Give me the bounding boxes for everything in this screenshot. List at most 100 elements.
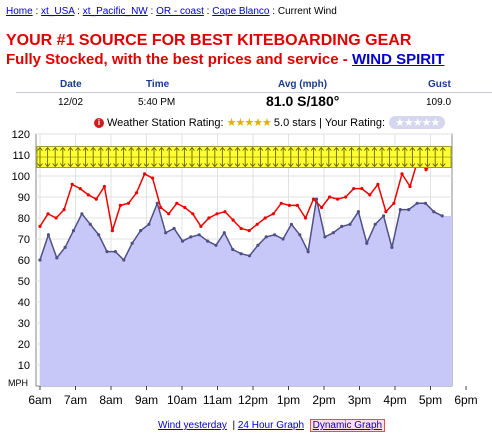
promo-subline: Fully Stocked, with the best prices and … — [6, 51, 444, 68]
average-point — [214, 243, 218, 247]
average-point — [239, 252, 243, 256]
gust-point — [376, 182, 380, 186]
gust-point — [175, 201, 179, 205]
average-point — [373, 222, 377, 226]
average-point — [139, 229, 143, 233]
average-point — [440, 214, 444, 218]
promo-headline[interactable]: YOUR #1 SOURCE FOR BEST KITEBOARDING GEA… — [6, 32, 412, 49]
y-unit-label: MPH — [8, 378, 28, 388]
average-point — [340, 224, 344, 228]
link-separator: | — [232, 420, 236, 431]
date-header: Date — [60, 79, 82, 90]
observation-gust: 109.0 — [426, 97, 452, 108]
x-tick-label: 6am — [28, 393, 51, 407]
gust-point — [336, 197, 340, 201]
average-point — [206, 239, 210, 243]
breadcrumb: Home : xt_USA : xt_Pacific_NW : OR - coa… — [6, 6, 337, 17]
hour-24-graph-link[interactable]: 24 Hour Graph — [237, 420, 305, 431]
average-point — [423, 201, 428, 205]
gust-point — [151, 176, 155, 180]
y-tick-label: 40 — [18, 297, 30, 309]
observation-date: 12/02 — [58, 97, 84, 108]
gust-point — [239, 226, 243, 231]
average-point — [113, 250, 117, 254]
graph-links: Wind yesterday | 24 Hour Graph Dynamic G… — [158, 419, 386, 432]
average-point — [155, 201, 159, 205]
gust-point — [191, 212, 195, 216]
gust-point — [134, 191, 139, 195]
gust-point — [46, 212, 50, 216]
x-tick-label: 6pm — [454, 393, 477, 407]
x-tick-label: 8am — [99, 393, 122, 407]
gust-point — [78, 187, 82, 191]
gust-point — [400, 172, 404, 176]
average-point — [323, 235, 327, 239]
gust-point — [94, 197, 98, 201]
gust-point — [303, 216, 308, 220]
gust-point — [271, 212, 275, 216]
average-point — [306, 250, 310, 254]
gust-point — [223, 210, 227, 214]
average-point — [256, 243, 260, 247]
direction-band — [36, 146, 452, 169]
gust-point — [360, 187, 364, 191]
current-observation-table: Date Time Avg (mph) Gust 12/02 5:40 PM 8… — [16, 76, 492, 114]
gust-point — [408, 184, 412, 189]
wind-spirit-link[interactable]: WIND SPIRIT — [351, 51, 445, 68]
gust-point — [352, 187, 356, 191]
gust-point — [424, 168, 428, 172]
gust-point — [38, 224, 42, 228]
average-point — [63, 245, 67, 249]
breadcrumb-pacific-nw-link[interactable]: xt_Pacific_NW — [82, 6, 148, 17]
x-tick-label: 5pm — [419, 393, 442, 407]
wind-graph: 10 20 30 40 50 60 70 80 90 100 110 120 6am 7am 8am 9am… — [8, 129, 478, 407]
breadcrumb-home-link[interactable]: Home — [6, 6, 33, 17]
station-stars-icon: ★★★★★ — [226, 117, 272, 129]
y-tick-label: 30 — [18, 318, 30, 330]
x-tick-label: 11am — [203, 393, 232, 407]
breadcrumb-or-coast-link[interactable]: OR - coast — [156, 6, 204, 17]
average-point — [105, 250, 109, 254]
average-point — [147, 222, 151, 226]
gust-point — [392, 201, 396, 205]
y-tick-label: 120 — [12, 129, 30, 141]
breadcrumb-cape-blanco-link[interactable]: Cape Blanco — [212, 6, 270, 17]
average-point — [432, 210, 436, 214]
gust-point — [86, 193, 90, 197]
y-tick-label: 80 — [18, 213, 30, 225]
gust-point — [54, 216, 58, 220]
gust-point — [159, 205, 163, 210]
y-tick-label: 110 — [12, 150, 30, 162]
average-point — [164, 231, 168, 235]
y-tick-label: 70 — [18, 234, 30, 246]
x-axis: 6am 7am 8am 9am 10am 11am 12pm 1pm 2pm 3pm 4pm 5pm 6… — [28, 386, 478, 407]
gust-point — [207, 216, 211, 220]
average-point — [348, 222, 352, 226]
wind-yesterday-link[interactable]: Wind yesterday — [158, 420, 227, 431]
gust-point — [102, 184, 106, 189]
gust-point — [344, 195, 348, 199]
gust-point — [247, 229, 251, 233]
breadcrumb-usa-link[interactable]: xt_USA — [41, 6, 75, 17]
average-point — [222, 231, 226, 235]
station-rating: i Weather Station Rating: ★★★★★ 5.0 star… — [94, 116, 446, 129]
gust-point — [215, 212, 219, 216]
average-point — [407, 208, 411, 212]
average-point — [130, 241, 134, 245]
average-point — [80, 212, 84, 216]
gust-point — [199, 224, 203, 228]
gust-point — [279, 201, 283, 205]
gust-point — [143, 172, 147, 176]
x-tick-label: 7am — [64, 393, 87, 407]
observation-avg-wind: 81.0 S/180° — [266, 93, 340, 109]
info-icon[interactable]: i — [94, 117, 104, 128]
average-area-fill — [40, 199, 452, 386]
gust-point — [167, 212, 171, 216]
average-point — [390, 245, 394, 249]
x-tick-label: 1pm — [277, 393, 300, 407]
gust-point — [126, 201, 131, 205]
promo-subline-text: Fully Stocked, with the best prices and … — [6, 51, 352, 68]
dynamic-graph-link[interactable]: Dynamic Graph — [309, 419, 386, 432]
your-rating-stars-input[interactable]: ★★★★★ — [389, 116, 446, 129]
average-point — [88, 222, 92, 226]
